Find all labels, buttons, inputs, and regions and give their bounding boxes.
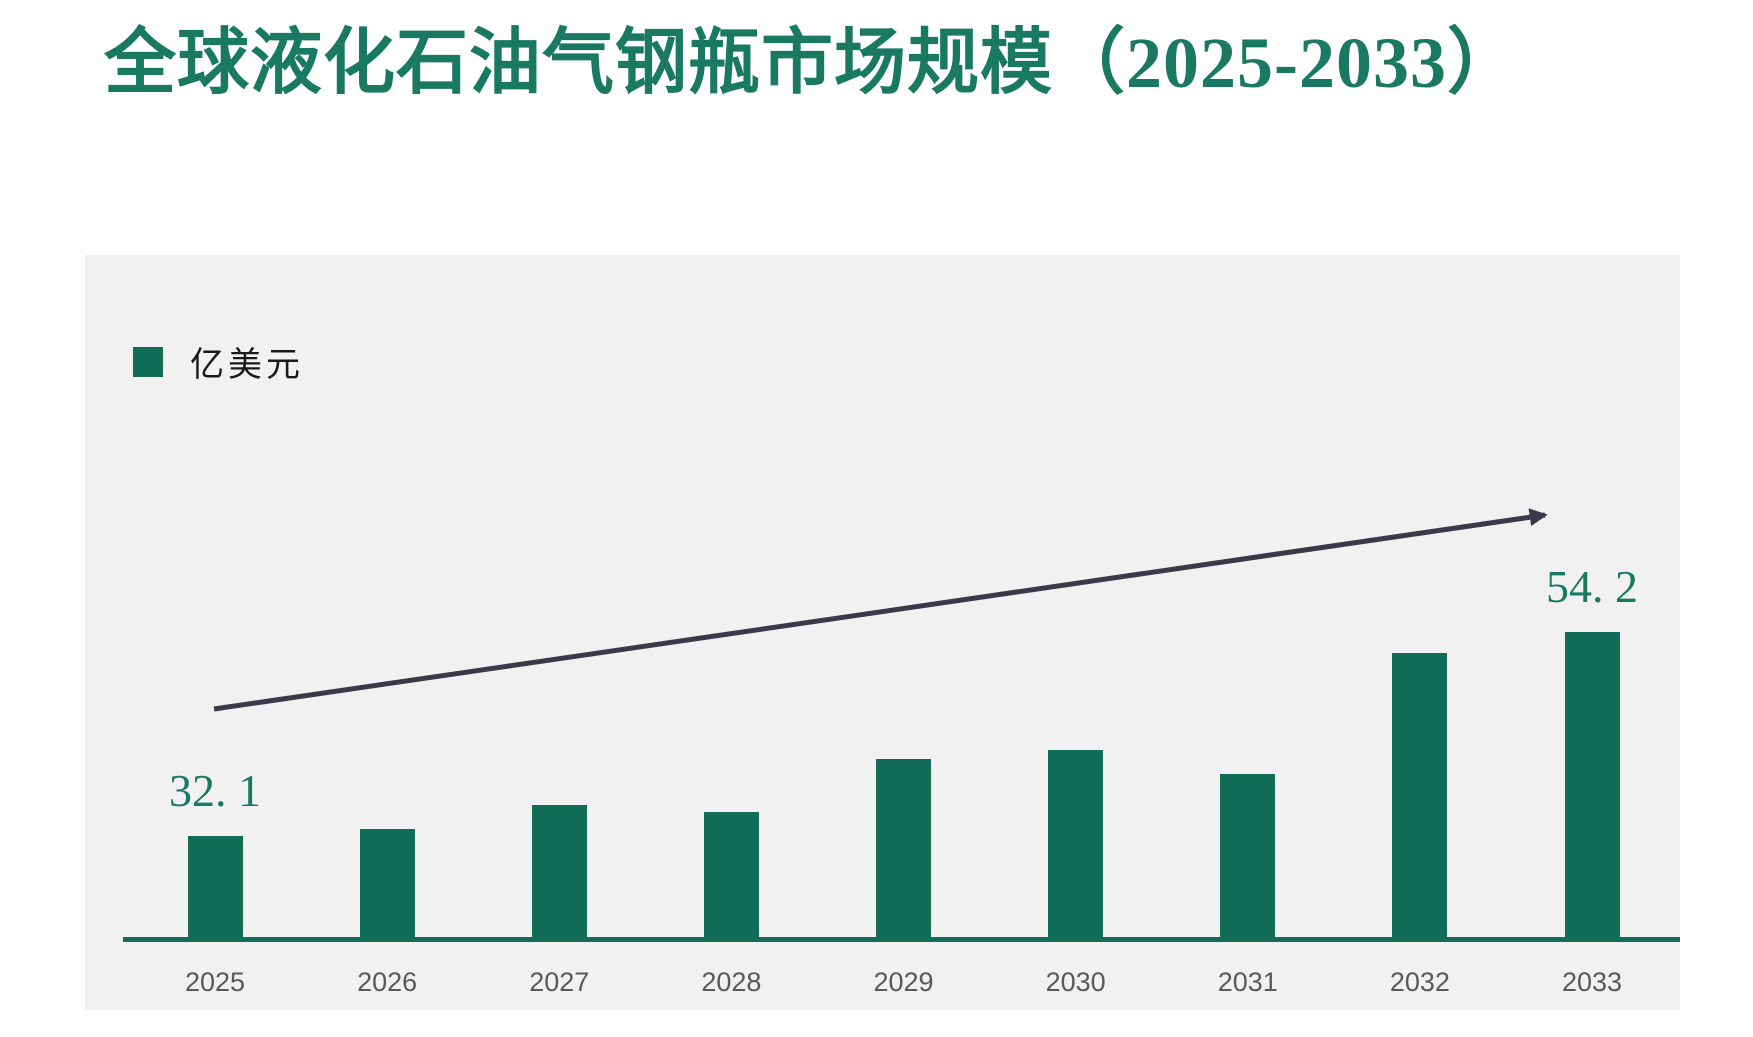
bar-2032 <box>1392 653 1448 942</box>
x-axis-label-2032: 2032 <box>1389 967 1450 997</box>
data-label-2033: 54. 2 <box>1546 561 1638 612</box>
legend-unit-label: 亿美元 <box>190 347 304 384</box>
x-axis-label-2029: 2029 <box>873 967 934 997</box>
bar-2027 <box>531 805 587 942</box>
bar-2033 <box>1564 632 1620 942</box>
x-axis-label-2025: 2025 <box>184 967 246 997</box>
x-axis-label-2030: 2030 <box>1045 967 1106 997</box>
x-axis-label-2026: 2026 <box>357 967 418 997</box>
legend-color-swatch <box>133 346 163 377</box>
bar-2031 <box>1220 774 1276 942</box>
data-label-2025: 32. 1 <box>169 765 261 816</box>
bar-2026 <box>359 829 415 942</box>
bar-2030 <box>1048 750 1104 942</box>
bar-2025 <box>187 836 243 942</box>
x-axis-label-2031: 2031 <box>1217 967 1278 997</box>
x-axis-label-2027: 2027 <box>529 967 590 997</box>
page-title: 全球液化石油气钢瓶市场规模（2025-2033） <box>104 23 1520 103</box>
chart-panel: 亿美元 2025 2026 2027 2028 2029 2030 2031 2032 2033… <box>85 255 1680 1010</box>
x-axis-label-2033: 2033 <box>1561 967 1623 997</box>
bar-2029 <box>876 759 931 942</box>
x-axis-label-2028: 2028 <box>701 967 762 997</box>
bar-2028 <box>703 812 759 942</box>
legend: 亿美元 <box>133 337 304 386</box>
